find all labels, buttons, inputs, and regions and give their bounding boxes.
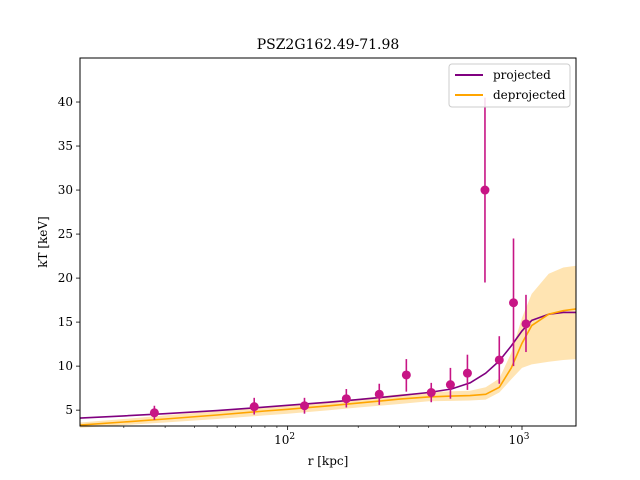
data-marker [521, 319, 531, 329]
series-line-projected [79, 311, 576, 419]
data-point [426, 382, 436, 403]
y-tick-label: 10 [58, 359, 73, 373]
data-point [521, 294, 531, 353]
y-tick-label: 25 [58, 227, 73, 241]
confidence-band-layer [80, 265, 576, 428]
data-point [462, 354, 472, 390]
data-point [374, 383, 384, 405]
data-marker [374, 389, 384, 399]
x-tick-label: 102 [274, 432, 295, 447]
y-axis-label: kT [keV] [36, 216, 50, 268]
data-marker [149, 408, 159, 418]
y-tick-label: 20 [58, 271, 73, 285]
y-tick-label: 30 [58, 183, 73, 197]
data-point [149, 405, 159, 420]
data-marker [445, 380, 455, 390]
data-marker [401, 370, 411, 380]
data-marker [341, 394, 351, 404]
data-point [480, 97, 490, 283]
data-marker [426, 388, 436, 398]
data-point [299, 397, 309, 414]
x-tick-label: 103 [508, 432, 529, 447]
y-tick-label: 35 [58, 139, 73, 153]
legend-label-deprojected: deprojected [493, 88, 566, 102]
data-marker [462, 368, 472, 378]
confidence-band-deprojected [80, 265, 576, 428]
data-point-layer [149, 97, 531, 420]
data-point [401, 359, 411, 392]
plot-frame [79, 57, 577, 427]
x-axis-label: r [kpc] [308, 454, 349, 468]
y-tick-label: 5 [65, 403, 73, 417]
y-tick-label: 40 [58, 95, 73, 109]
y-tick-label: 15 [58, 315, 73, 329]
data-marker [509, 298, 519, 308]
data-point [494, 336, 504, 384]
x-axis-ticks: 102 103 [123, 426, 530, 447]
data-point [509, 238, 519, 367]
series-line-deprojected [79, 308, 577, 426]
y-axis-ticks: 5 10 15 20 25 30 35 40 [58, 95, 80, 417]
data-point [341, 389, 351, 408]
data-marker [249, 402, 259, 412]
data-marker [299, 401, 309, 411]
legend: projected deprojected [448, 63, 571, 108]
data-marker [494, 355, 504, 365]
data-point [249, 397, 259, 415]
chart-title: PSZ2G162.49-71.98 [257, 37, 400, 53]
data-marker [480, 185, 490, 195]
data-point [445, 367, 455, 399]
legend-label-projected: projected [493, 68, 551, 82]
